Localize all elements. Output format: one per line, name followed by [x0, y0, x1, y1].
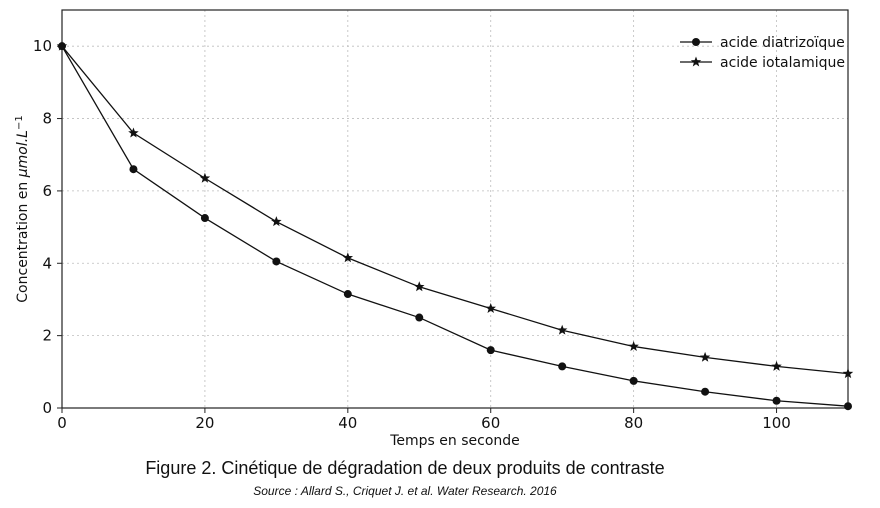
x-tick-label: 20 [195, 414, 214, 432]
x-tick-label: 100 [762, 414, 791, 432]
series [56, 40, 854, 411]
grid [62, 10, 848, 408]
series-line [61, 45, 849, 375]
y-tick-label: 2 [42, 327, 52, 345]
legend-label: acide diatrizoïque [720, 35, 845, 51]
axis-ticks: 0 20 40 60 80 100 0 2 4 6 8 10 [33, 37, 791, 432]
data-point [485, 303, 496, 313]
plot-frame [61, 9, 849, 409]
data-point [200, 214, 209, 223]
x-tick-label: 0 [57, 414, 67, 432]
data-point [414, 281, 425, 292]
data-point [558, 362, 567, 371]
y-tick-label: 4 [42, 254, 52, 272]
data-point [628, 340, 639, 351]
data-point [129, 165, 138, 174]
figure-caption: Figure 2. Cinétique de dégradation de de… [145, 458, 665, 478]
line-chart: 0 20 40 60 80 100 0 2 4 6 8 10 Temps en seconde Con… [14, 9, 854, 449]
data-point [271, 216, 282, 227]
y-tick-label: 10 [33, 37, 52, 55]
data-point [199, 172, 211, 183]
data-point [415, 313, 424, 322]
legend-label: acide iotalamique [720, 55, 845, 71]
y-tick-label: 0 [42, 399, 52, 417]
data-point [771, 360, 782, 371]
data-point [486, 346, 495, 355]
data-point [272, 257, 281, 266]
series-1 [58, 42, 852, 411]
data-point [128, 127, 139, 138]
data-point [342, 252, 354, 263]
legend-marker [690, 56, 702, 67]
legend: acide diatrizoïque acide iotalamique [680, 35, 845, 71]
y-axis-label: Concentration en μmol.L−1 [14, 115, 32, 302]
data-point [699, 351, 711, 362]
data-point [842, 368, 854, 379]
data-point [343, 290, 352, 299]
data-point [701, 387, 710, 396]
legend-marker [692, 38, 700, 46]
y-tick-label: 8 [42, 110, 52, 128]
data-point [556, 324, 568, 335]
data-point [772, 396, 781, 405]
figure-source: Source : Allard S., Criquet J. et al. Wa… [253, 484, 557, 498]
x-tick-label: 40 [338, 414, 357, 432]
x-tick-label: 60 [481, 414, 500, 432]
x-tick-label: 80 [624, 414, 643, 432]
y-tick-label: 6 [42, 182, 52, 200]
x-axis-label: Temps en seconde [389, 433, 520, 449]
series-line [61, 45, 849, 407]
data-point [629, 376, 638, 385]
series-2 [56, 40, 854, 379]
data-point [844, 402, 852, 411]
data-point [56, 40, 68, 51]
